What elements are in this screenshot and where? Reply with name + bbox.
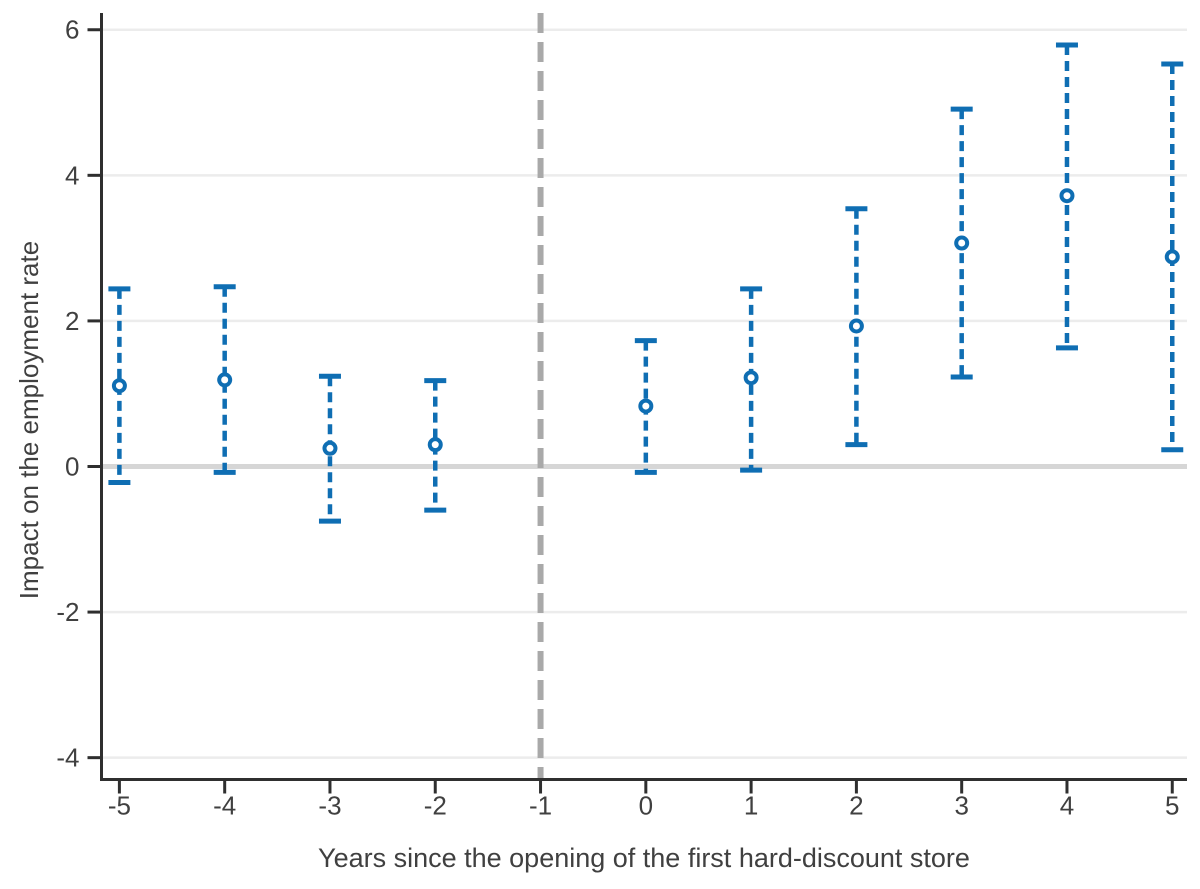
y-tick-label: -2 <box>56 597 79 627</box>
x-tick-label: 4 <box>1060 791 1074 821</box>
point-marker <box>743 370 759 386</box>
y-tick-label: -4 <box>56 743 79 773</box>
x-tick-label: 2 <box>849 791 863 821</box>
x-tick-label: -1 <box>529 791 552 821</box>
y-tick-label: 0 <box>65 451 79 481</box>
y-tick-label: 4 <box>65 160 79 190</box>
point-marker <box>848 318 864 334</box>
point-marker <box>1059 188 1075 204</box>
point-marker <box>1164 249 1180 265</box>
x-tick-label: 1 <box>744 791 758 821</box>
x-tick-label: 3 <box>954 791 968 821</box>
point-marker <box>638 398 654 414</box>
x-tick-label: 5 <box>1165 791 1179 821</box>
y-tick-label: 6 <box>65 15 79 45</box>
x-tick-label: 0 <box>639 791 653 821</box>
point-marker <box>217 372 233 388</box>
x-tick-label: -3 <box>318 791 341 821</box>
y-axis-title: Impact on the employment rate <box>14 241 44 599</box>
point-marker <box>322 440 338 456</box>
x-tick-label: -2 <box>424 791 447 821</box>
y-tick-label: 2 <box>65 306 79 336</box>
x-tick-label: -4 <box>213 791 236 821</box>
chart-generated-layer: -4 -2 0 2 4 6 -5 -4 -3 -2 -1 0 1 2 3 4 5 <box>56 13 1187 821</box>
point-marker <box>427 437 443 453</box>
point-marker <box>111 378 127 394</box>
point-marker <box>954 235 970 251</box>
x-axis-title: Years since the opening of the first har… <box>318 843 970 873</box>
x-tick-label: -5 <box>108 791 131 821</box>
